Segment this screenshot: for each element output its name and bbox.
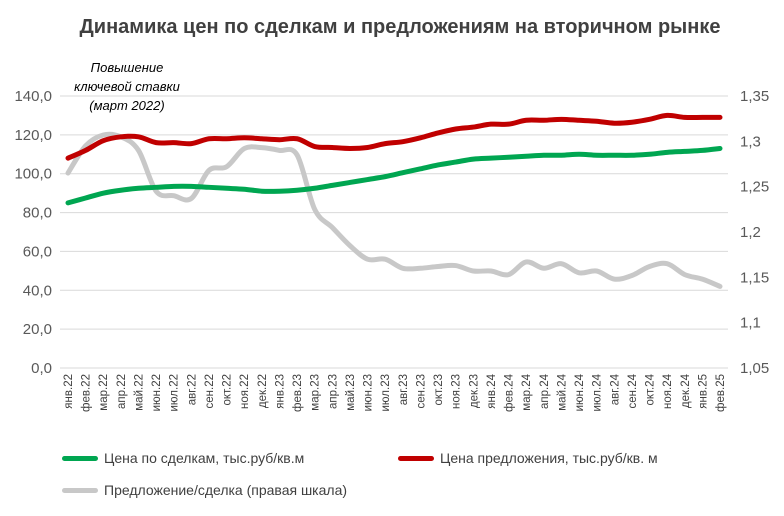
x-tick-label: дек.22	[257, 374, 269, 408]
series-line-ratio	[65, 131, 723, 289]
legend-item-deals: Цена по сделкам, тыс.руб/кв.м	[62, 450, 304, 466]
x-tick-label: янв.25	[697, 374, 709, 409]
x-tick-label: май.24	[556, 373, 568, 410]
x-tick-label: июл.22	[169, 374, 181, 412]
x-tick-label: авг.23	[398, 374, 410, 405]
x-tick-label: дек.24	[680, 373, 692, 408]
x-tick-label: ноя.23	[451, 374, 463, 409]
x-tick-label: апр.23	[327, 374, 339, 409]
series-line-offers	[65, 112, 723, 161]
x-tick-label: фев.25	[715, 374, 727, 412]
x-tick-label: ноя.24	[662, 373, 674, 409]
y-left-tick-label: 40,0	[23, 282, 52, 299]
y-left-tick-label: 60,0	[23, 243, 52, 260]
legend-item-ratio: Предложение/сделка (правая шкала)	[62, 482, 347, 498]
x-tick-label: сен.24	[627, 373, 639, 408]
y-left-tick-label: 100,0	[14, 166, 52, 183]
y-right-tick-label: 1,05	[740, 360, 769, 377]
x-tick-label: авг.24	[609, 373, 621, 405]
x-tick-label: янв.22	[63, 374, 75, 409]
x-tick-label: сен.22	[204, 374, 216, 408]
legend-swatch-offers	[398, 455, 434, 461]
x-tick-label: июн.23	[363, 374, 375, 411]
x-tick-label: янв.24	[486, 373, 498, 408]
x-tick-label: окт.23	[433, 374, 445, 406]
x-tick-label: мар.23	[310, 374, 322, 411]
x-tick-label: мар.22	[98, 374, 110, 411]
legend-label-offers: Цена предложения, тыс.руб/кв. м	[440, 450, 658, 466]
x-tick-label: янв.23	[274, 374, 286, 409]
x-tick-label: апр.22	[116, 374, 128, 409]
legend-swatch-deals	[62, 455, 98, 461]
x-tick-label: фев.22	[81, 374, 93, 412]
x-tick-label: ноя.22	[239, 374, 251, 409]
x-tick-label: сен.23	[415, 374, 427, 408]
annotation-key-rate: Повышение ключевой ставки (март 2022)	[74, 60, 180, 113]
x-tick-label: фев.24	[504, 373, 516, 412]
y-right-tick-label: 1,15	[740, 269, 769, 286]
x-tick-label: апр.24	[539, 373, 551, 409]
x-tick-label: июн.22	[151, 374, 163, 411]
y-right-tick-label: 1,3	[740, 133, 761, 150]
legend-label-deals: Цена по сделкам, тыс.руб/кв.м	[104, 450, 305, 466]
x-tick-label: май.22	[133, 374, 145, 411]
y-left-tick-label: 140,0	[14, 88, 52, 105]
legend-label-ratio: Предложение/сделка (правая шкала)	[104, 482, 348, 498]
legend-swatch-ratio	[62, 487, 98, 493]
y-right-tick-label: 1,1	[740, 315, 761, 332]
y-left-tick-label: 80,0	[23, 205, 52, 222]
x-tick-label: окт.22	[222, 374, 234, 406]
series-line-deals	[65, 145, 723, 206]
x-tick-label: мар.24	[521, 373, 533, 410]
x-tick-label: окт.24	[645, 373, 657, 405]
y-right-tick-label: 1,2	[740, 224, 761, 241]
y-left-tick-label: 0,0	[31, 360, 52, 377]
y-left-tick-label: 120,0	[14, 127, 52, 144]
x-tick-label: май.23	[345, 374, 357, 411]
x-tick-label: июн.24	[574, 373, 586, 411]
y-right-tick-label: 1,35	[740, 88, 769, 105]
legend-item-offers: Цена предложения, тыс.руб/кв. м	[398, 450, 658, 466]
chart-title: Динамика цен по сделкам и предложениям н…	[79, 16, 721, 38]
x-tick-label: фев.23	[292, 374, 304, 412]
x-tick-label: июл.24	[592, 373, 604, 411]
y-right-tick-label: 1,25	[740, 179, 769, 196]
y-left-tick-label: 20,0	[23, 321, 52, 338]
x-tick-label: авг.22	[186, 374, 198, 405]
x-tick-label: дек.23	[468, 374, 480, 408]
x-tick-label: июл.23	[380, 374, 392, 412]
